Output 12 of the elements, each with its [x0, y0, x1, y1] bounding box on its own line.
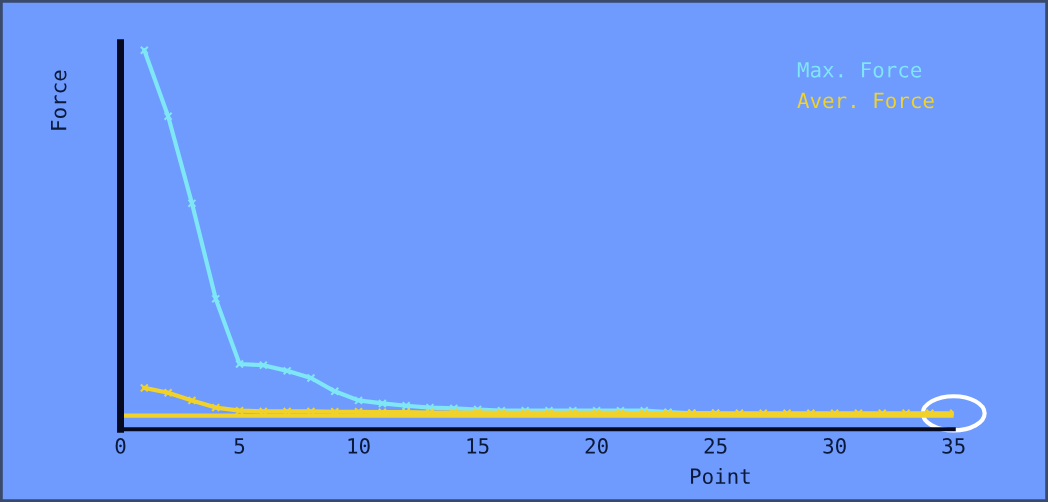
- y-axis-title: Force: [51, 70, 67, 130]
- x-tick-label: 35: [942, 438, 965, 454]
- x-tick-label: 5: [234, 438, 245, 454]
- x-tick-label: 10: [348, 438, 370, 454]
- x-tick-label: 30: [823, 438, 846, 454]
- x-axis-title: Point: [691, 467, 750, 485]
- text: Max. Force: [797, 62, 922, 78]
- text: Aver. Force: [797, 92, 934, 109]
- x-tick-label: 25: [704, 438, 727, 454]
- x-tick-label: 15: [467, 438, 489, 454]
- x-tick-label: 20: [585, 438, 608, 454]
- x-tick-label: 0: [115, 438, 126, 454]
